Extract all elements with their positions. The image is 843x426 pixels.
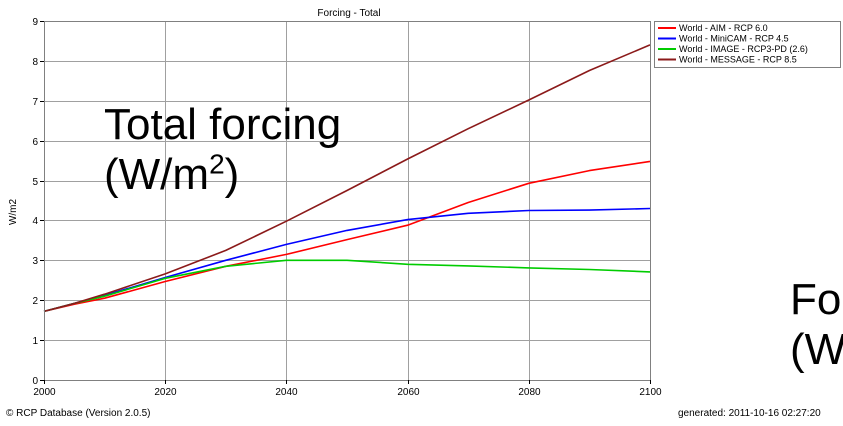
overlay-title-line2: (W/m2)	[104, 150, 341, 200]
series-line	[43, 259, 651, 313]
x-tick-label: 2020	[154, 387, 177, 398]
y-tick-label: 1	[32, 336, 38, 347]
y-tick-label: 0	[32, 376, 38, 387]
chart-title: Forcing - Total	[317, 8, 380, 19]
x-tick-label: 2000	[33, 387, 56, 398]
legend-entry: World - IMAGE - RCP3-PD (2.6)	[679, 44, 808, 54]
legend-box	[654, 21, 841, 68]
y-tick-label: 9	[32, 17, 38, 28]
axis-ticks: 0 1 2 3 4 5 6 7 8 9 2000 2020 2040 2060 2080 2100	[32, 17, 662, 398]
overlay-title-superscript: 2	[209, 148, 225, 180]
y-tick-label: 7	[32, 97, 38, 108]
overlay-title-cut-line2: (W	[790, 325, 843, 374]
legend-entry: World - MiniCAM - RCP 4.5	[679, 34, 789, 44]
footer-generated: generated: 2011-10-16 02:27:20	[678, 408, 821, 419]
overlay-title: Total forcing (W/m2)	[104, 100, 341, 200]
overlay-title-cut: Fo (W	[790, 275, 843, 375]
series-line	[43, 160, 651, 313]
series-lines	[43, 44, 651, 313]
gridlines	[44, 21, 650, 380]
x-tick-label: 2040	[275, 387, 298, 398]
x-tick-label: 2060	[397, 387, 420, 398]
overlay-title-unit: (W/m	[104, 150, 210, 199]
y-tick-label: 2	[32, 296, 38, 307]
series-line	[43, 44, 651, 313]
footer-copyright: © RCP Database (Version 2.0.5)	[6, 408, 151, 419]
y-tick-label: 6	[32, 137, 38, 148]
plot-area	[44, 21, 650, 380]
y-tick-label: 5	[32, 177, 38, 188]
y-tick-label: 3	[32, 256, 38, 267]
overlay-title-close-paren: )	[224, 150, 240, 199]
overlay-title-line1: Total forcing	[104, 100, 342, 149]
y-tick-label: 8	[32, 57, 38, 68]
overlay-title-cut-line1: Fo	[790, 275, 842, 324]
y-axis-label: W/m2	[8, 199, 19, 226]
legend-entry: World - MESSAGE - RCP 8.5	[679, 55, 797, 65]
legend-entry: World - AIM - RCP 6.0	[679, 23, 768, 33]
x-tick-label: 2100	[639, 387, 662, 398]
plot-border	[44, 21, 651, 381]
x-tick-label: 2080	[518, 387, 541, 398]
y-tick-label: 4	[32, 216, 38, 227]
